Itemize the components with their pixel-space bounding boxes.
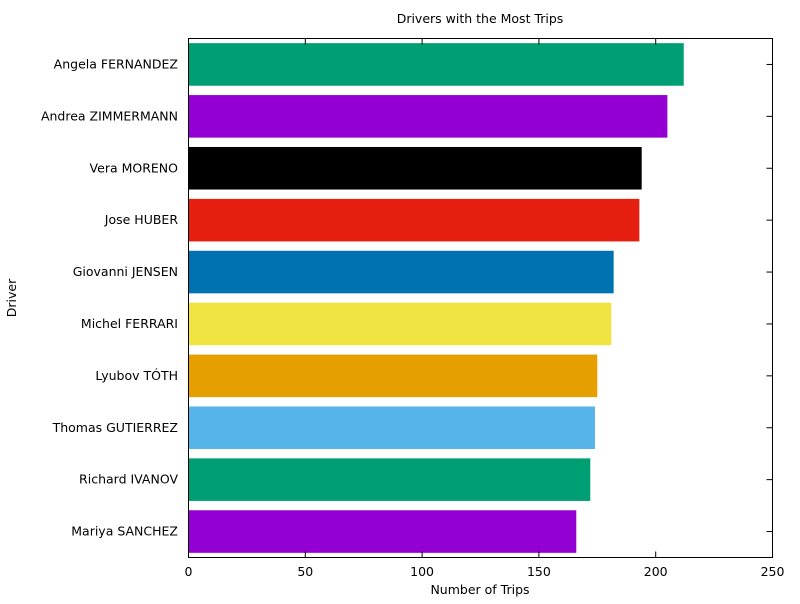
x-tick-label: 150 (527, 564, 551, 579)
x-tick-label: 200 (644, 564, 668, 579)
x-tick-label: 50 (297, 564, 313, 579)
y-tick-label: Thomas GUTIERREZ (52, 420, 178, 435)
plot-frame (188, 38, 773, 558)
y-tick-label: Angela FERNANDEZ (54, 56, 178, 71)
bar (189, 354, 598, 398)
x-axis-label: Number of Trips (430, 582, 529, 597)
y-tick-label: Mariya SANCHEZ (71, 524, 178, 539)
bars-layer (189, 43, 684, 553)
bar (189, 198, 640, 242)
bar (189, 458, 591, 501)
x-tick-label: 100 (410, 564, 434, 579)
y-tick-label: Michel FERRARI (81, 316, 178, 331)
bar (189, 43, 684, 86)
x-tick-label: 0 (185, 564, 193, 579)
bar (189, 146, 642, 190)
y-tick-label: Jose HUBER (104, 212, 179, 227)
y-tick-labels: Angela FERNANDEZ Andrea ZIMMERMANN Vera MO… (41, 56, 773, 539)
y-tick-label: Andrea ZIMMERMANN (41, 108, 178, 123)
y-axis-label: Driver (4, 278, 19, 317)
bar (189, 302, 612, 346)
bar (189, 510, 577, 553)
x-tick-label: 250 (761, 564, 785, 579)
bar (189, 406, 595, 450)
x-ticks: 0 50 100 150 200 250 (185, 38, 785, 579)
y-tick-label: Richard IVANOV (79, 472, 178, 487)
y-tick-label: Giovanni JENSEN (73, 264, 178, 279)
bar (189, 95, 668, 138)
y-tick-label: Vera MORENO (90, 160, 179, 175)
bar (189, 250, 614, 294)
chart-title: Drivers with the Most Trips (397, 11, 564, 26)
y-tick-label: Lyubov TÓTH (95, 368, 178, 383)
